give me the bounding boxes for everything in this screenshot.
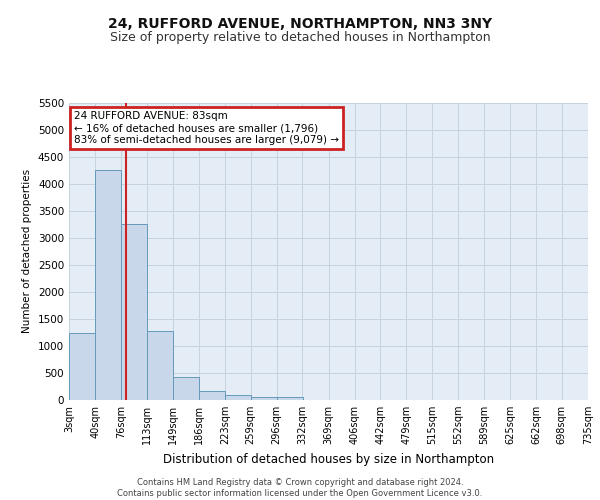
Text: Contains HM Land Registry data © Crown copyright and database right 2024.
Contai: Contains HM Land Registry data © Crown c…: [118, 478, 482, 498]
Bar: [147, 331, 173, 400]
Y-axis label: Number of detached properties: Number of detached properties: [22, 169, 32, 334]
Bar: [199, 392, 225, 400]
Bar: [277, 398, 303, 400]
X-axis label: Distribution of detached houses by size in Northampton: Distribution of detached houses by size …: [163, 452, 494, 466]
Bar: [251, 397, 277, 400]
Bar: [173, 376, 199, 400]
Bar: [225, 395, 251, 400]
Bar: [95, 170, 121, 400]
Text: 24, RUFFORD AVENUE, NORTHAMPTON, NN3 3NY: 24, RUFFORD AVENUE, NORTHAMPTON, NN3 3NY: [108, 18, 492, 32]
Text: 24 RUFFORD AVENUE: 83sqm
← 16% of detached houses are smaller (1,796)
83% of sem: 24 RUFFORD AVENUE: 83sqm ← 16% of detach…: [74, 112, 339, 144]
Bar: [121, 224, 147, 400]
Bar: [69, 334, 95, 400]
Text: Size of property relative to detached houses in Northampton: Size of property relative to detached ho…: [110, 31, 490, 44]
